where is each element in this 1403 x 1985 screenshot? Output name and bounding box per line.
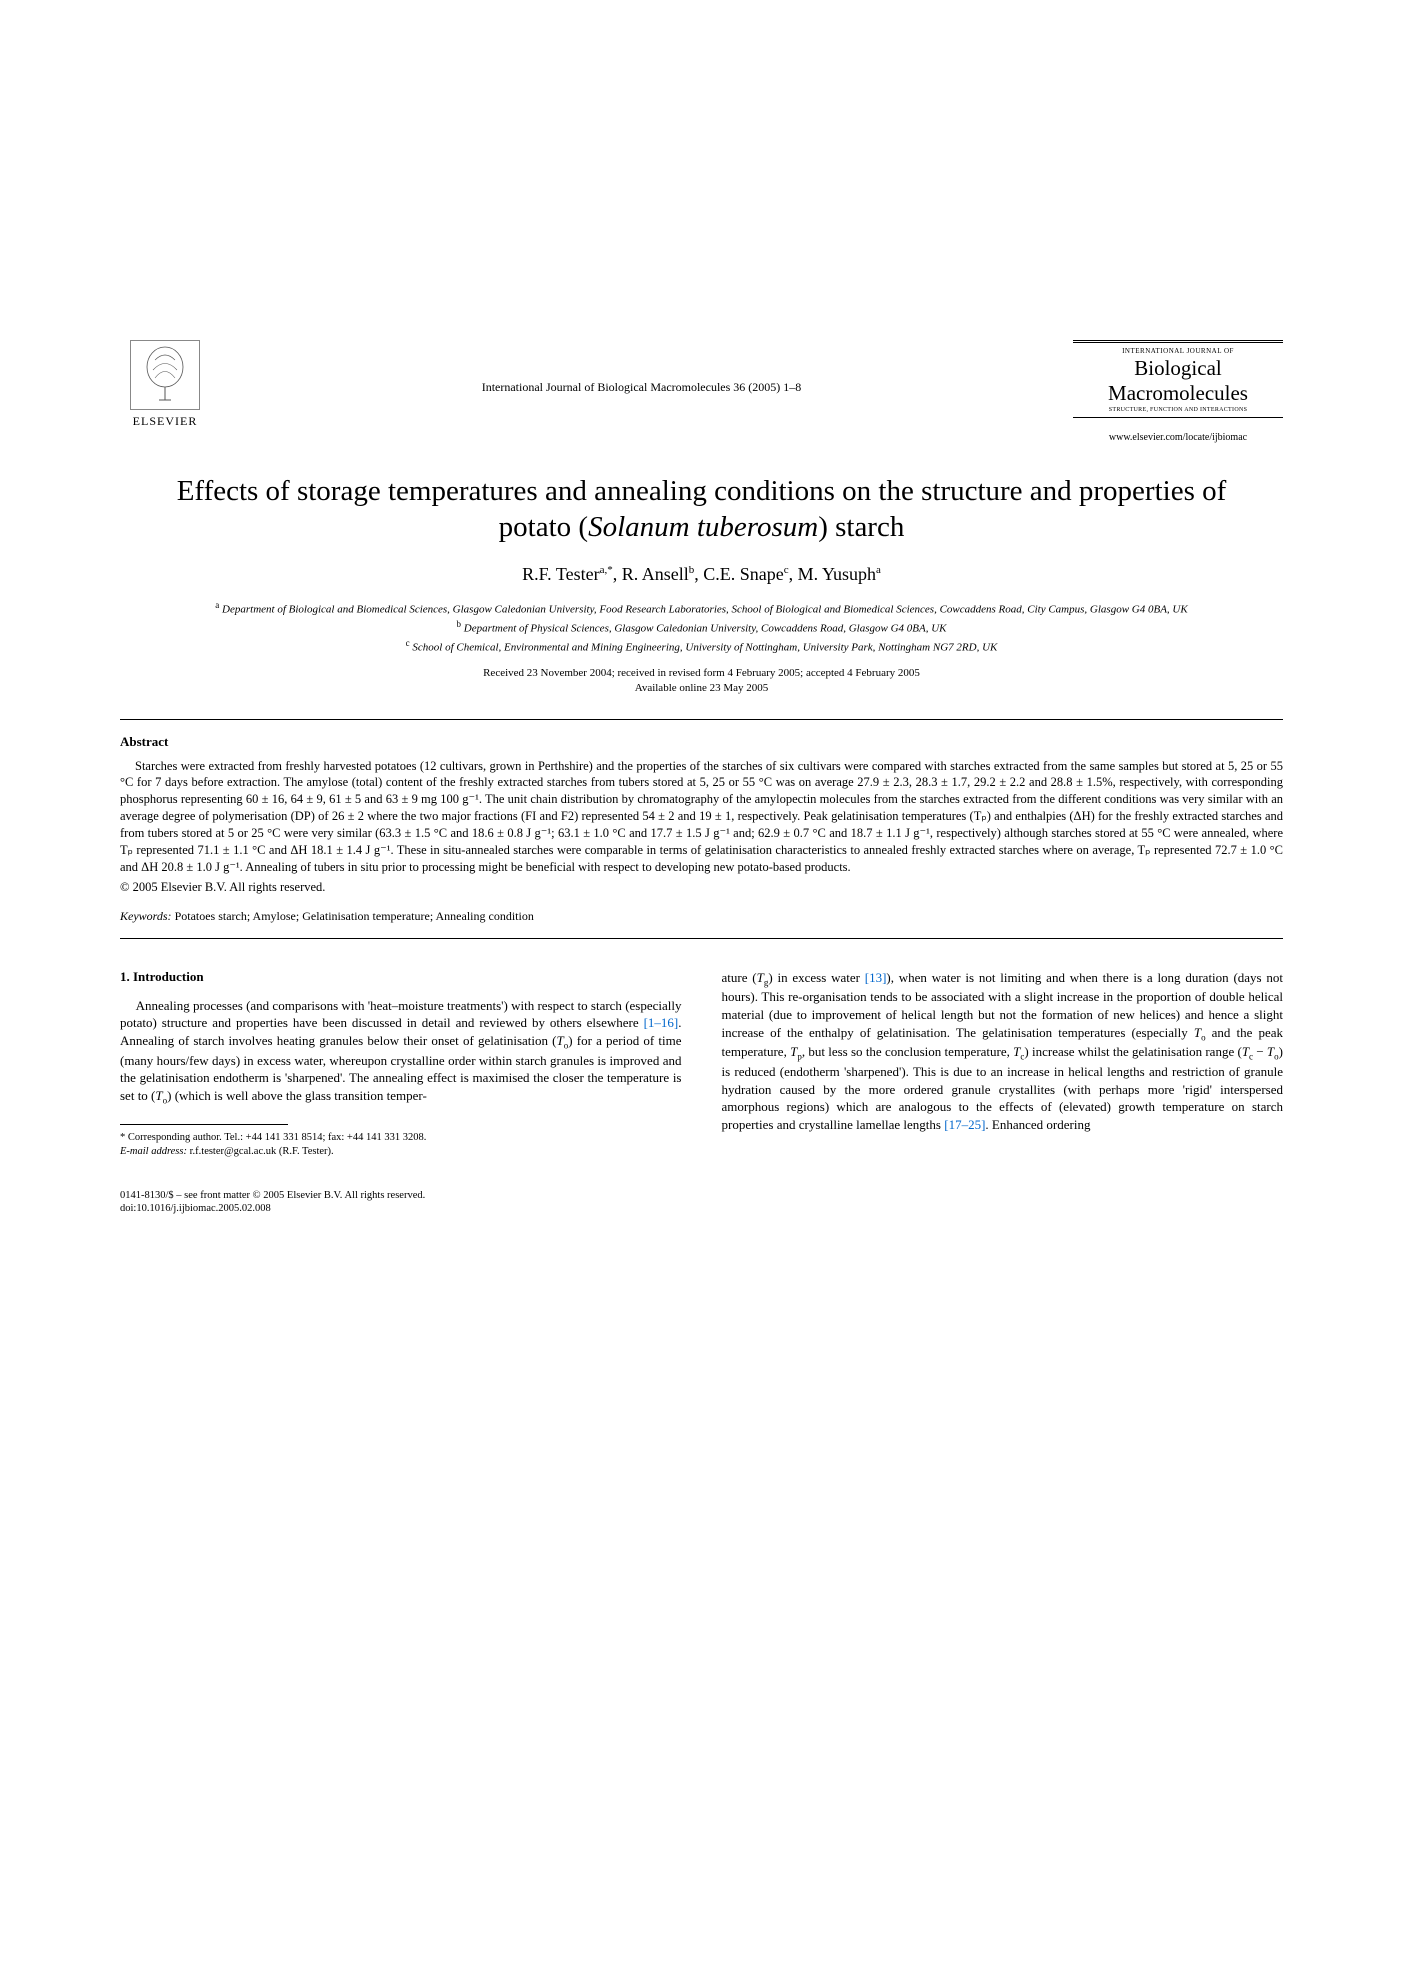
affiliation-a: a Department of Biological and Biomedica… bbox=[120, 599, 1283, 618]
elsevier-tree-icon bbox=[130, 340, 200, 410]
keywords-text: Potatoes starch; Amylose; Gelatinisation… bbox=[175, 909, 534, 923]
rule-above-abstract bbox=[120, 719, 1283, 720]
author-4: M. Yusupha bbox=[798, 564, 881, 584]
journal-box-line1: INTERNATIONAL JOURNAL OF bbox=[1073, 347, 1283, 355]
affiliation-c: c School of Chemical, Environmental and … bbox=[120, 637, 1283, 656]
footnote-email-line: E-mail address: r.f.tester@gcal.ac.uk (R… bbox=[120, 1145, 682, 1159]
section-1-para-right: ature (Tg) in excess water [13]), when w… bbox=[722, 969, 1284, 1133]
ref-link-13[interactable]: [13] bbox=[865, 970, 887, 985]
title-species: Solanum tuberosum bbox=[588, 511, 818, 543]
keywords: Keywords: Potatoes starch; Amylose; Gela… bbox=[120, 909, 1283, 924]
journal-url[interactable]: www.elsevier.com/locate/ijbiomac bbox=[1073, 432, 1283, 443]
footnote-rule bbox=[120, 1124, 288, 1125]
column-right: ature (Tg) in excess water [13]), when w… bbox=[722, 969, 1284, 1159]
footnote-email[interactable]: r.f.tester@gcal.ac.uk (R.F. Tester). bbox=[190, 1146, 334, 1157]
dates-received: Received 23 November 2004; received in r… bbox=[120, 666, 1283, 681]
abstract-body: Starches were extracted from freshly har… bbox=[120, 758, 1283, 876]
ref-link-17-25[interactable]: [17–25] bbox=[944, 1117, 985, 1132]
author-2: R. Ansellb bbox=[622, 564, 695, 584]
article-title: Effects of storage temperatures and anne… bbox=[160, 473, 1243, 546]
footer-line2: doi:10.1016/j.ijbiomac.2005.02.008 bbox=[120, 1202, 1283, 1216]
affiliations: a Department of Biological and Biomedica… bbox=[120, 599, 1283, 656]
title-post: ) starch bbox=[818, 511, 904, 543]
page-footer: 0141-8130/$ – see front matter © 2005 El… bbox=[120, 1189, 1283, 1216]
journal-box-rule bbox=[1073, 417, 1283, 418]
author-1: R.F. Testera,* bbox=[522, 564, 613, 584]
journal-box-line4: STRUCTURE, FUNCTION AND INTERACTIONS bbox=[1073, 407, 1283, 413]
author-3: C.E. Snapec bbox=[703, 564, 788, 584]
affiliation-b: b Department of Physical Sciences, Glasg… bbox=[120, 618, 1283, 637]
journal-box-line2: Biological bbox=[1073, 357, 1283, 380]
ref-link-1-16[interactable]: [1–16] bbox=[644, 1015, 679, 1030]
page-header: ELSEVIER International Journal of Biolog… bbox=[120, 340, 1283, 443]
abstract-heading: Abstract bbox=[120, 734, 1283, 750]
footnote-corr: * Corresponding author. Tel.: +44 141 33… bbox=[120, 1131, 682, 1145]
rule-below-keywords bbox=[120, 938, 1283, 939]
journal-box-line3: Macromolecules bbox=[1073, 382, 1283, 405]
dates-online: Available online 23 May 2005 bbox=[120, 681, 1283, 696]
journal-title-box: INTERNATIONAL JOURNAL OF Biological Macr… bbox=[1073, 340, 1283, 443]
body-columns: 1. Introduction Annealing processes (and… bbox=[120, 969, 1283, 1159]
publisher-logo: ELSEVIER bbox=[120, 340, 210, 429]
corresponding-author-footnote: * Corresponding author. Tel.: +44 141 33… bbox=[120, 1131, 682, 1158]
abstract-copyright: © 2005 Elsevier B.V. All rights reserved… bbox=[120, 880, 1283, 895]
section-1-para-left: Annealing processes (and comparisons wit… bbox=[120, 997, 682, 1107]
footer-line1: 0141-8130/$ – see front matter © 2005 El… bbox=[120, 1189, 1283, 1203]
journal-reference: International Journal of Biological Macr… bbox=[210, 340, 1073, 395]
article-dates: Received 23 November 2004; received in r… bbox=[120, 666, 1283, 697]
footnote-email-label: E-mail address: bbox=[120, 1146, 187, 1157]
publisher-name: ELSEVIER bbox=[133, 414, 198, 429]
column-left: 1. Introduction Annealing processes (and… bbox=[120, 969, 682, 1159]
author-list: R.F. Testera,*, R. Ansellb, C.E. Snapec,… bbox=[120, 564, 1283, 585]
keywords-label: Keywords: bbox=[120, 909, 172, 923]
section-1-heading: 1. Introduction bbox=[120, 969, 682, 985]
